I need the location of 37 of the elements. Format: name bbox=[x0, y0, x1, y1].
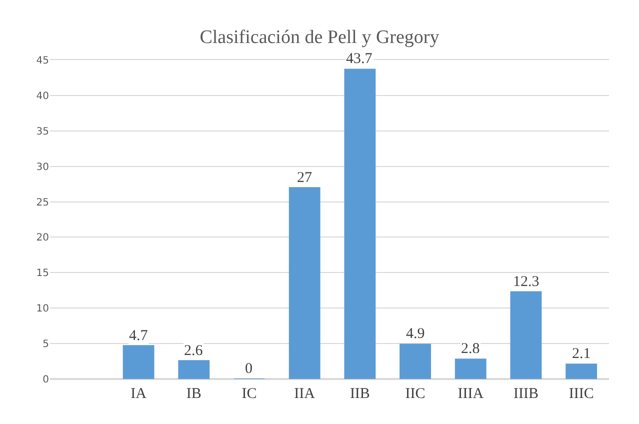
y-tick-label: 40 bbox=[36, 90, 49, 102]
data-label: 12.3 bbox=[513, 274, 540, 290]
x-tick-label: IIIB bbox=[513, 386, 538, 402]
data-label: 2.6 bbox=[184, 343, 204, 359]
y-tick-label: 5 bbox=[42, 339, 49, 350]
x-tick-label: IA bbox=[130, 386, 147, 402]
y-tick-label: 30 bbox=[36, 162, 49, 173]
y-tick-label: 25 bbox=[36, 197, 49, 208]
x-tick-label: IC bbox=[242, 386, 257, 402]
bar bbox=[566, 364, 598, 379]
data-label: 0 bbox=[245, 361, 252, 377]
bar bbox=[288, 187, 320, 379]
y-tick-label: 0 bbox=[42, 374, 49, 386]
y-tick-label: 15 bbox=[36, 268, 49, 280]
y-tick-label: 35 bbox=[36, 126, 49, 138]
bar bbox=[510, 291, 542, 379]
data-label: 27 bbox=[297, 170, 312, 186]
x-tick-label: IIB bbox=[350, 386, 370, 402]
bar bbox=[400, 344, 432, 379]
data-label: 43.7 bbox=[346, 51, 373, 67]
data-label: 4.9 bbox=[406, 326, 425, 342]
bar bbox=[344, 68, 376, 379]
y-tick-label: 20 bbox=[36, 232, 49, 244]
chart-title: Clasificación de Pell y Gregory bbox=[200, 26, 440, 48]
data-label: 2.1 bbox=[572, 346, 591, 362]
data-label: 4.7 bbox=[129, 328, 148, 344]
y-tick-label: 10 bbox=[36, 304, 49, 315]
x-tick-label: IIC bbox=[405, 386, 426, 402]
y-tick-label: 45 bbox=[36, 56, 49, 66]
x-tick-label: IIIA bbox=[458, 386, 484, 402]
bar bbox=[178, 360, 210, 379]
bar bbox=[454, 358, 486, 379]
bar bbox=[122, 345, 154, 379]
x-tick-label: IB bbox=[186, 386, 202, 402]
x-tick-label: IIIC bbox=[568, 386, 594, 402]
data-label: 2.8 bbox=[461, 341, 480, 357]
x-tick-label: IIA bbox=[294, 386, 316, 402]
